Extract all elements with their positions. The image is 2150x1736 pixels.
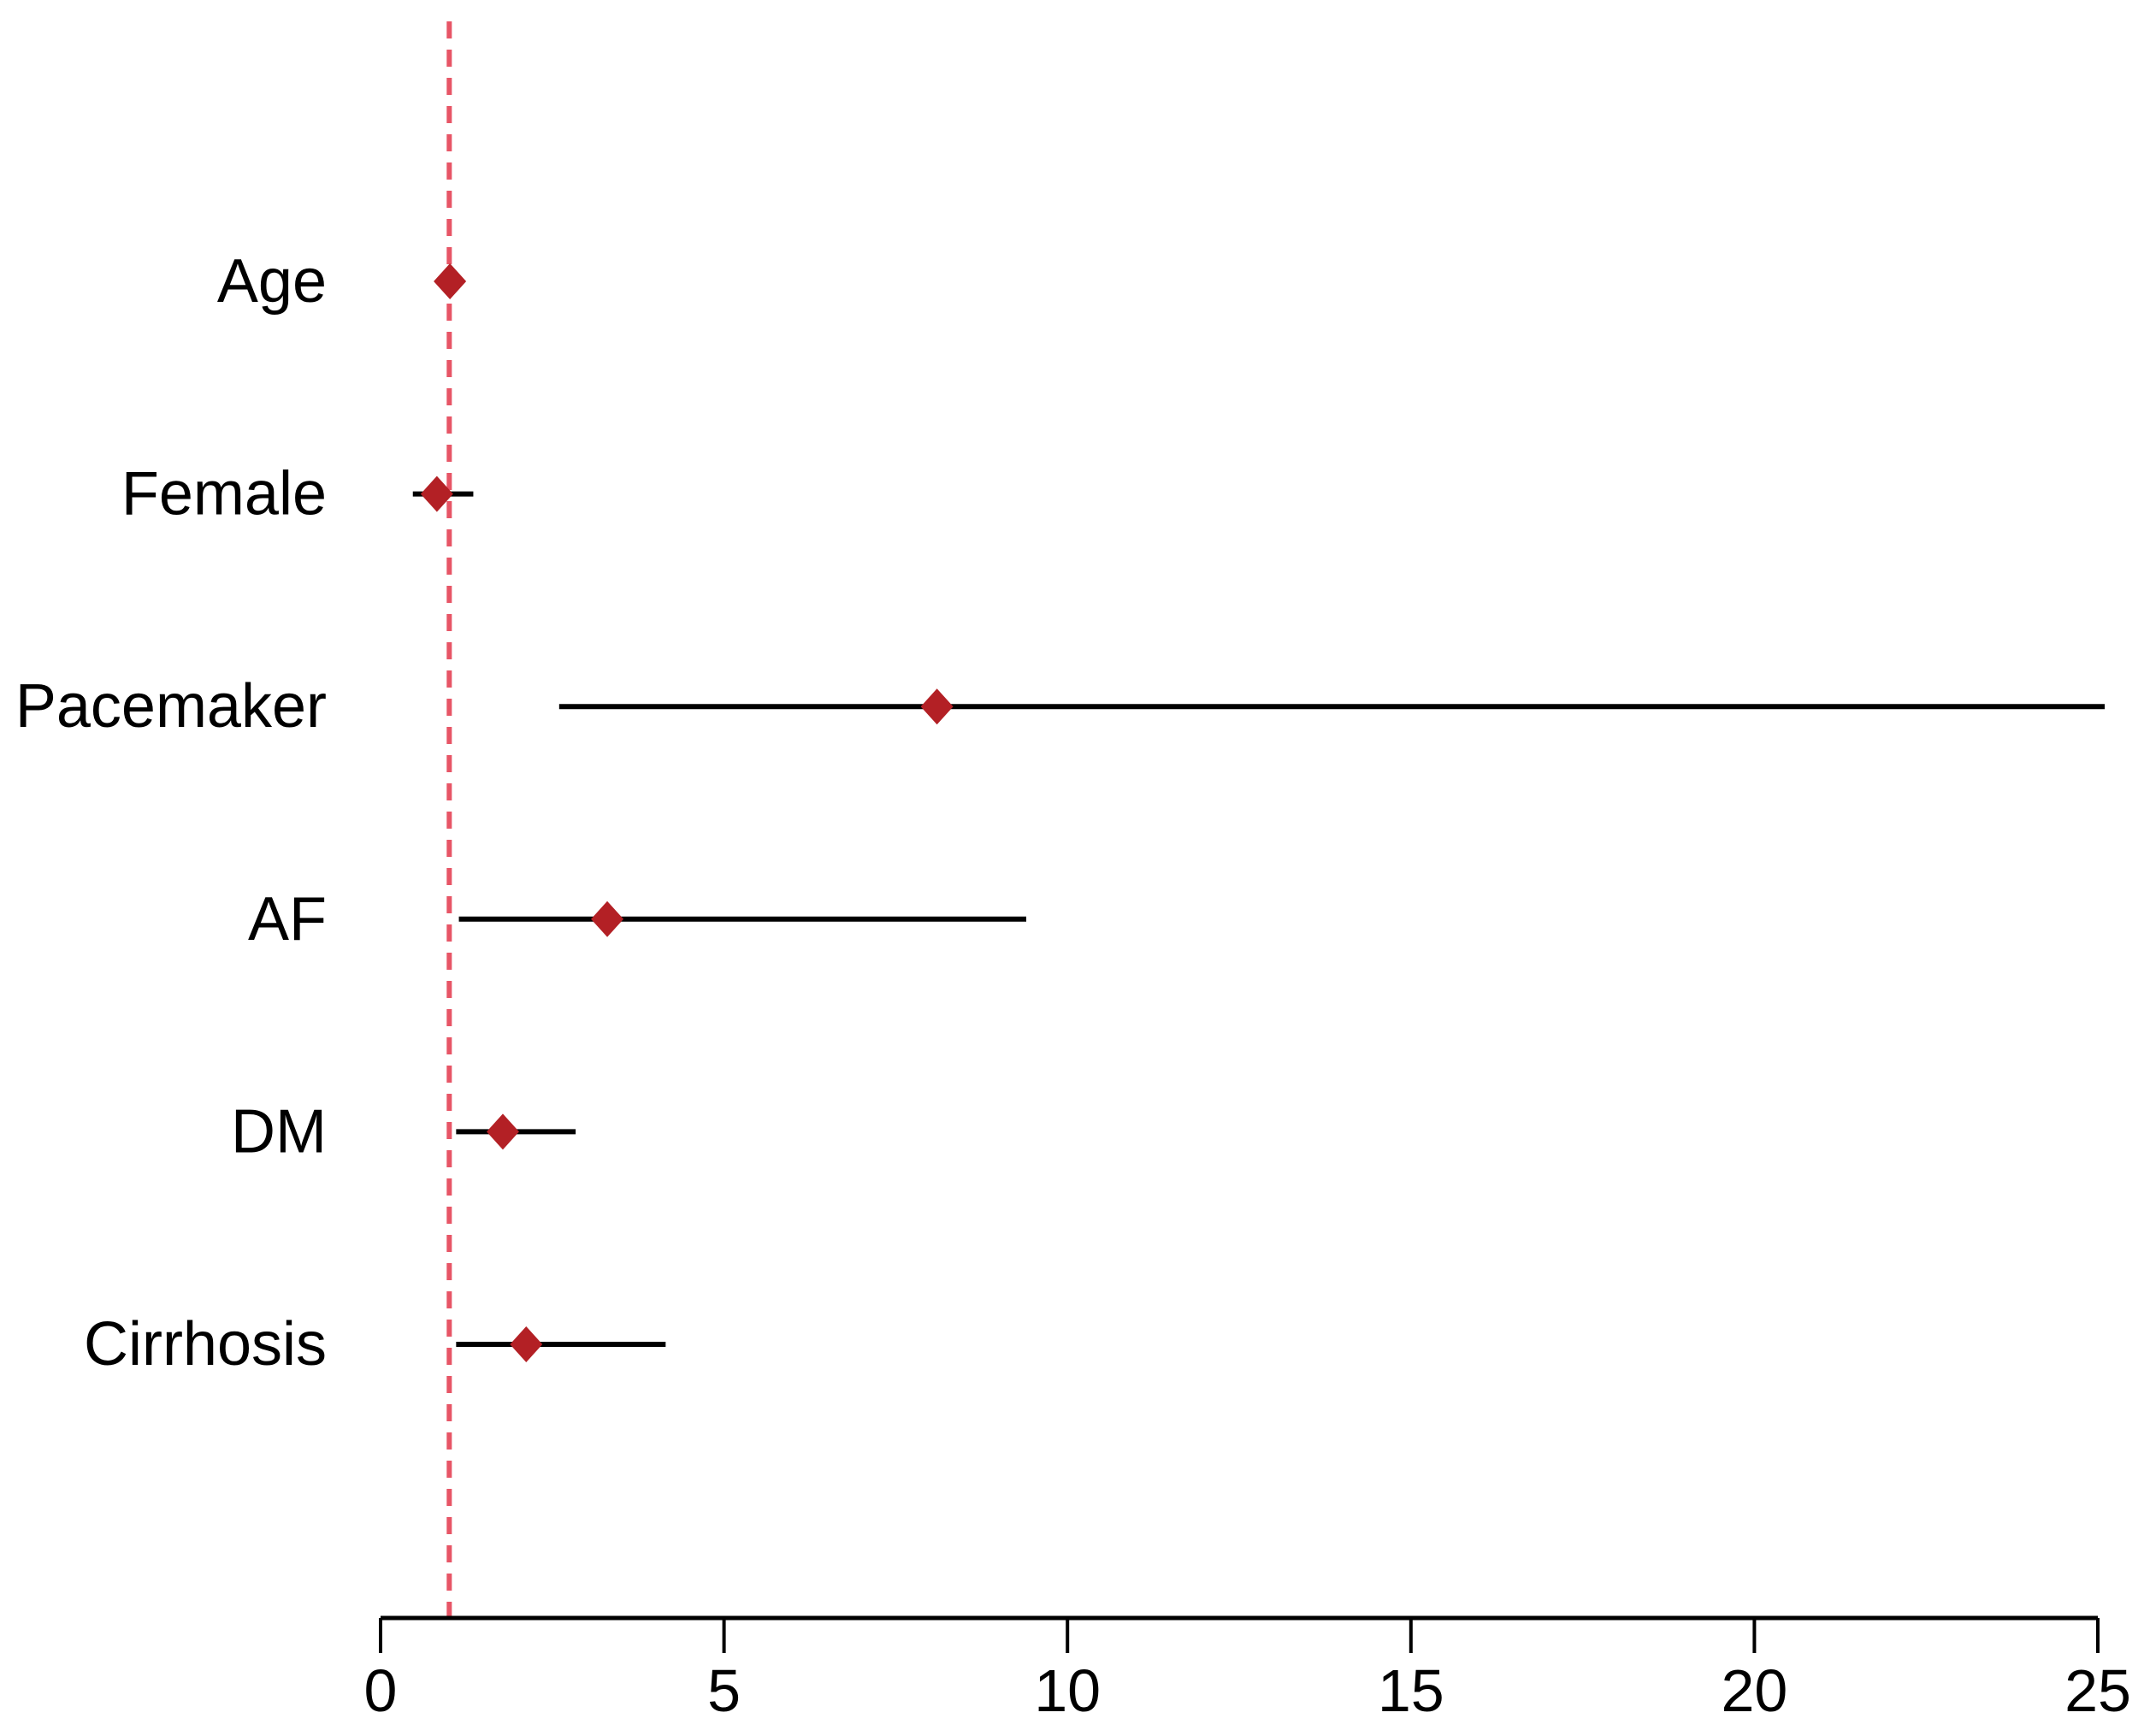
estimate-diamond-cirrhosis <box>510 1326 543 1362</box>
category-label-female: Female <box>121 460 327 528</box>
x-axis-tick-label: 5 <box>707 1657 741 1724</box>
estimate-diamond-af <box>591 900 624 937</box>
estimate-diamond-dm <box>486 1113 519 1150</box>
x-axis-tick-label: 0 <box>364 1657 398 1724</box>
category-label-age: Age <box>217 247 327 316</box>
category-label-pacemaker: Pacemaker <box>15 672 327 741</box>
category-label-cirrhosis: Cirrhosis <box>84 1310 327 1379</box>
category-label-af: AF <box>248 885 327 954</box>
estimate-diamond-female <box>420 475 453 512</box>
x-axis-tick-label: 15 <box>1378 1657 1444 1724</box>
category-label-dm: DM <box>231 1097 327 1166</box>
x-axis-tick-label: 10 <box>1034 1657 1101 1724</box>
estimate-diamond-pacemaker <box>920 688 954 725</box>
estimate-diamond-age <box>434 263 467 299</box>
x-axis-tick-label: 25 <box>2064 1657 2131 1724</box>
x-axis-tick-label: 20 <box>1721 1657 1787 1724</box>
